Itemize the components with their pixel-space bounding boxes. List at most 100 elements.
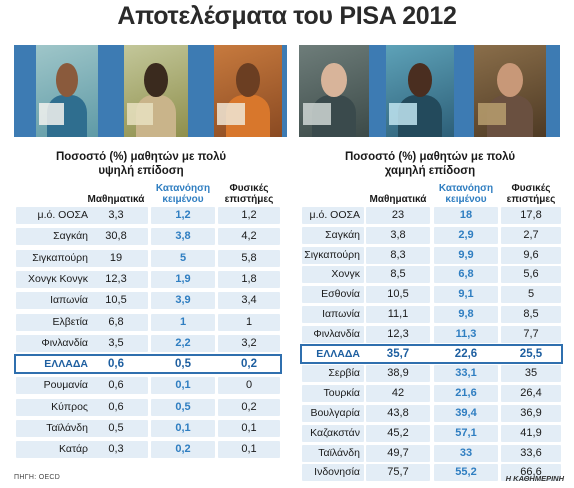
row-stripe <box>366 464 430 481</box>
row-stripe <box>366 207 430 224</box>
photo-figure-head <box>321 63 347 97</box>
column-header: Φυσικές επιστήμες <box>501 183 561 205</box>
row-stripe <box>302 445 364 462</box>
math-value: 8,5 <box>390 268 406 280</box>
column-header: Μαθηματικά <box>84 194 148 205</box>
row-stripe <box>302 326 364 343</box>
table-row: Ιαπωνία 11,1 9,8 8,5 <box>0 305 574 324</box>
row-stripe <box>218 292 280 309</box>
table-row: Σιγκαπούρη 8,3 9,9 9,6 <box>0 246 574 265</box>
row-stripe <box>501 464 561 481</box>
math-value: 43,8 <box>387 407 409 419</box>
row-stripe <box>366 227 430 244</box>
country-label: Ιαπωνία <box>322 308 360 320</box>
photo-student-library <box>474 45 546 137</box>
country-label: Χονγκ Κονγκ <box>28 273 88 285</box>
row-stripe <box>434 247 498 264</box>
math-value: 23 <box>391 209 405 221</box>
panel-title-line: Ποσοστό (%) μαθητών με πολύ <box>55 151 227 163</box>
source-note: ΠΗΓΗ: OECD <box>14 474 61 481</box>
row-stripe <box>501 227 561 244</box>
reading-value: 9,9 <box>458 249 474 261</box>
science-value: 41,9 <box>520 427 542 439</box>
column-header: Κατανόηση κειμένου <box>434 183 498 205</box>
reading-value: 3,8 <box>175 230 191 242</box>
row-stripe <box>151 441 215 458</box>
row-stripe <box>366 405 430 422</box>
country-label: Καζακστάν <box>310 427 360 439</box>
row-stripe <box>302 425 364 442</box>
table-row: Χονγκ Κονγκ 8,5 6,8 5,6 <box>0 265 574 299</box>
reading-value: 0,5 <box>175 401 191 413</box>
row-stripe <box>151 228 215 245</box>
row-stripe <box>501 445 561 462</box>
science-value: 1,2 <box>241 209 257 221</box>
table-row: Σιγκαπούρη 19 5 5,8 <box>0 249 574 268</box>
country-label: Εσθονία <box>321 288 360 300</box>
row-stripe <box>151 420 215 437</box>
column-header-line: Φυσικές <box>229 183 269 194</box>
row-stripe <box>84 250 148 267</box>
row-stripe <box>218 250 280 267</box>
science-value: 26,4 <box>520 387 542 399</box>
table-row: Ταϊλάνδη 49,7 33 33,6 <box>0 444 574 463</box>
table-row: Κατάρ 0,3 0,2 0,1 <box>0 440 574 459</box>
row-stripe <box>366 365 430 382</box>
photo-banner <box>14 45 560 137</box>
reading-value: 11,3 <box>455 328 477 340</box>
row-stripe <box>16 441 92 458</box>
table-row: Εσθονία 10,5 9,1 5 <box>0 285 574 304</box>
math-value: 12,3 <box>105 273 127 285</box>
table-row: Ταϊλάνδη 0,5 0,1 0,1 <box>0 419 574 438</box>
science-value: 33,6 <box>520 447 542 459</box>
table-row: Βουλγαρία 43,8 39,4 36,9 <box>0 404 574 423</box>
reading-value: 1,9 <box>175 273 191 285</box>
row-stripe <box>434 266 498 283</box>
row-stripe <box>218 314 280 331</box>
row-stripe <box>501 385 561 402</box>
math-value: 45,2 <box>387 427 409 439</box>
table-row: Ιαπωνία 10,5 3,9 3,4 <box>0 291 574 310</box>
page-title: Αποτελέσματα του PISA 2012 <box>117 2 457 30</box>
math-value: 19 <box>109 252 123 264</box>
reading-value: 21,6 <box>455 387 477 399</box>
reading-value: 6,8 <box>458 268 474 280</box>
reading-value: 3,9 <box>175 294 191 306</box>
row-stripe <box>218 377 280 394</box>
row-stripe <box>151 335 215 352</box>
row-stripe <box>84 314 148 331</box>
row-stripe <box>84 441 148 458</box>
row-stripe <box>84 420 148 437</box>
country-label: Σιγκαπούρη <box>32 252 88 264</box>
table-row: Τουρκία 42 21,6 26,4 <box>0 384 574 403</box>
science-value: 36,9 <box>520 407 542 419</box>
math-value: 8,3 <box>390 249 406 261</box>
science-value: 8,5 <box>523 308 539 320</box>
reading-value: 33 <box>459 447 473 459</box>
row-stripe <box>366 266 430 283</box>
photo-prop <box>127 103 153 125</box>
country-label: μ.ό. ΟΟΣΑ <box>37 209 88 221</box>
table-row-highlighted: ΕΛΛΑΔΑ 0,6 0,5 0,2 <box>0 354 574 374</box>
science-value: 5,8 <box>241 252 257 264</box>
row-stripe <box>366 385 430 402</box>
reading-value: 5 <box>179 252 187 264</box>
photo-prop <box>217 103 245 125</box>
math-value: 3,5 <box>108 337 124 349</box>
row-stripe <box>84 207 148 224</box>
row-stripe <box>16 399 92 416</box>
math-value: 0,6 <box>108 379 124 391</box>
column-header-line: Φυσικές <box>511 183 551 194</box>
country-label: Φινλανδία <box>313 328 360 340</box>
reading-value: 39,4 <box>455 407 477 419</box>
science-value: 2,7 <box>523 229 539 241</box>
math-value: 35,7 <box>386 348 410 360</box>
country-label: Ταϊλάνδη <box>46 422 88 434</box>
country-label: Σαγκάη <box>53 230 88 242</box>
reading-value: 9,8 <box>458 308 474 320</box>
table-row: Φινλανδία 3,5 2,2 3,2 <box>0 334 574 353</box>
publisher-brand: Η ΚΑΘΗΜΕΡΙΝΗ <box>505 474 564 483</box>
row-stripe <box>434 464 498 481</box>
math-value: 30,8 <box>105 230 127 242</box>
row-stripe <box>501 326 561 343</box>
